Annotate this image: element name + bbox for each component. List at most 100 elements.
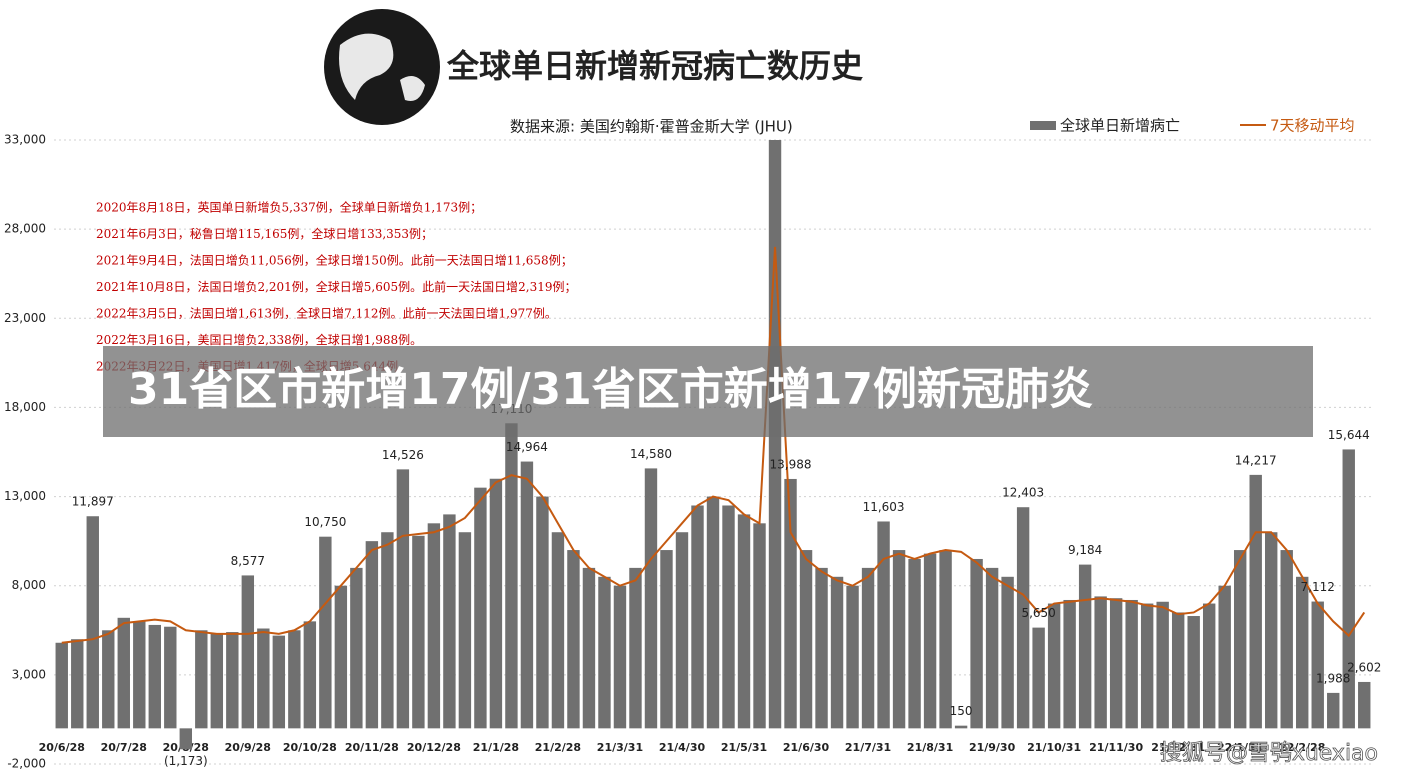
- bar: [1296, 576, 1309, 729]
- x-tick-label: 21/2/28: [535, 741, 581, 754]
- bar: [148, 624, 161, 729]
- bar: [954, 725, 968, 729]
- bar: [1249, 474, 1262, 729]
- bar: [939, 550, 952, 729]
- y-tick-label: -2,000: [7, 757, 46, 771]
- x-tick-label: 21/4/30: [659, 741, 706, 754]
- bar: [272, 635, 286, 729]
- bar: [877, 521, 890, 729]
- value-label: 15,644: [1328, 428, 1370, 442]
- bar: [908, 558, 921, 729]
- bar: [1078, 564, 1092, 729]
- bar: [830, 576, 844, 729]
- bar: [1358, 681, 1371, 729]
- bar: [1047, 603, 1061, 729]
- y-tick-label: 8,000: [12, 578, 46, 592]
- bar: [675, 532, 689, 729]
- bar: [1109, 598, 1123, 729]
- bar: [365, 541, 379, 729]
- bar: [1016, 507, 1030, 729]
- watermark: 搜狐号@雪鸮xuexiao: [1160, 741, 1378, 766]
- bar: [613, 585, 627, 729]
- bar: [582, 567, 596, 729]
- value-label: 2,602: [1347, 660, 1381, 674]
- x-tick-label: 20/12/28: [407, 741, 461, 754]
- bar: [1327, 692, 1340, 729]
- bar: [117, 617, 130, 729]
- bar: [443, 514, 456, 729]
- x-tick-label: 20/11/28: [345, 741, 399, 754]
- bar: [598, 576, 611, 729]
- x-tick-label: 20/9/28: [225, 741, 271, 754]
- bar: [381, 532, 394, 729]
- bar: [1125, 599, 1138, 729]
- value-label: 14,526: [382, 448, 424, 462]
- x-tick-label: 21/7/31: [845, 741, 891, 754]
- value-label: 8,577: [231, 554, 265, 568]
- bar: [102, 630, 115, 729]
- bar: [691, 505, 704, 729]
- y-tick-label: 3,000: [12, 667, 46, 681]
- bar: [396, 469, 410, 729]
- bar: [1311, 601, 1324, 729]
- bar: [551, 532, 565, 729]
- bar: [660, 550, 673, 729]
- chart-title: 全球单日新增新冠病亡数历史: [446, 47, 863, 85]
- annotation-note: 2022年3月5日，法国日增1,613例，全球日增7,112例。此前一天法国日增…: [96, 306, 557, 321]
- bar: [1233, 550, 1247, 729]
- bar: [567, 550, 580, 729]
- average-line: [61, 246, 1366, 644]
- value-label: 1,988: [1316, 671, 1350, 685]
- bar: [1032, 627, 1045, 729]
- plot-area: [55, 140, 1371, 750]
- x-tick-label: 22/1/31: [1217, 741, 1263, 754]
- value-label: 14,580: [630, 447, 672, 461]
- bar: [1342, 449, 1355, 729]
- annotation-note: 2022年3月16日，美国日增负2,338例，全球日增1,988例。: [96, 332, 422, 347]
- bar: [722, 505, 735, 729]
- bar: [1218, 585, 1231, 729]
- x-tick-label: 21/10/31: [1027, 741, 1081, 754]
- bar: [1265, 532, 1278, 729]
- bar: [133, 621, 146, 729]
- bar: [644, 468, 658, 729]
- bar: [195, 630, 208, 729]
- y-tick-label: 13,000: [4, 489, 46, 503]
- value-label: 14,964: [506, 440, 548, 454]
- value-label: 11,897: [72, 495, 114, 509]
- annotation-note: 2021年6月3日，秘鲁日增115,165例，全球日增133,353例；: [96, 226, 433, 241]
- bar: [1001, 576, 1014, 729]
- bar: [970, 558, 983, 729]
- x-tick-label: 21/12/31: [1151, 741, 1205, 754]
- legend-swatch: [1030, 121, 1056, 130]
- x-tick-label: 22/2/28: [1279, 741, 1325, 754]
- bar: [412, 535, 425, 729]
- annotation-note: 2021年9月4日，法国日增负11,056例，全球日增150例。此前一天法国日增…: [96, 253, 573, 268]
- bar: [815, 567, 828, 729]
- bar: [179, 728, 193, 750]
- bar: [923, 553, 937, 729]
- bar: [846, 585, 859, 729]
- bar: [799, 550, 813, 729]
- bar: [520, 461, 534, 729]
- annotation-note: 2020年8月18日，英国单日新增负5,337例，全球单日新增负1,173例；: [96, 200, 482, 215]
- bar: [1280, 550, 1293, 729]
- bar: [1063, 599, 1076, 729]
- bar: [319, 536, 332, 729]
- bar: [737, 514, 751, 729]
- bar: [474, 487, 487, 729]
- value-label: 7,112: [1301, 580, 1335, 594]
- annotation-note: 2021年10月8日，法国日增负2,201例，全球日增5,605例。此前一天法国…: [96, 279, 577, 294]
- bar: [489, 478, 503, 729]
- bar: [350, 567, 363, 729]
- y-tick-label: 33,000: [4, 133, 46, 147]
- bar: [985, 567, 999, 729]
- globe-land: [339, 33, 425, 101]
- value-label: 10,750: [304, 515, 346, 529]
- y-tick-label: 18,000: [4, 400, 46, 414]
- value-label: 11,603: [863, 500, 905, 514]
- x-tick-label: 21/6/30: [783, 741, 830, 754]
- bar: [427, 523, 441, 729]
